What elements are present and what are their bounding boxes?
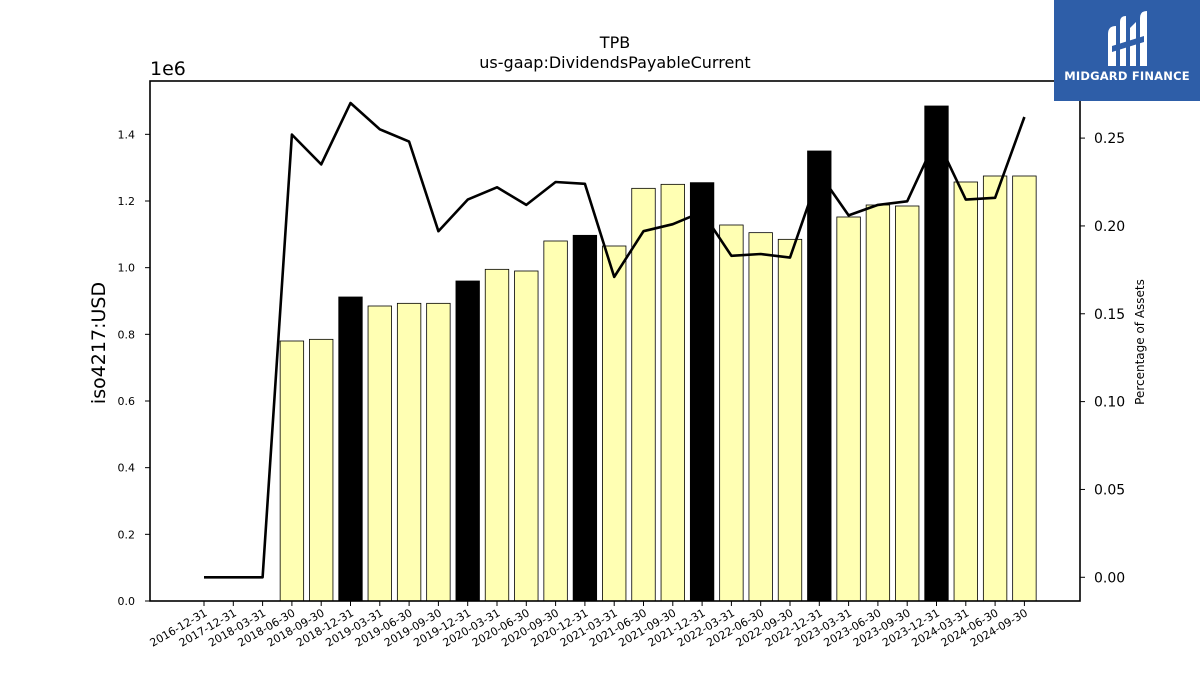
bar-2022-03-31 [719,224,744,602]
bar-2018-12-31 [338,296,363,602]
y2-tick-label: 0.00 [1094,570,1125,586]
bar-2020-12-31 [572,234,598,602]
y-tick-label: 1.2 [118,195,136,208]
y-multiplier: 1e6 [150,58,186,80]
bar-2023-12-31 [924,105,949,602]
bar-2023-06-30 [865,204,891,602]
plot-frame [149,80,1081,602]
bar-2022-06-30 [748,232,773,602]
bar-2021-06-30 [631,187,656,602]
y2-tick-label: 0.15 [1094,307,1125,323]
bar-2024-09-30 [1012,175,1037,602]
y-tick-label: 0.8 [118,328,136,341]
bar-2023-03-31 [836,216,861,602]
bar-2019-03-31 [367,305,392,602]
percentage-of-assets-line [204,101,1026,579]
chart-title: TPB [599,33,630,52]
y-axis-label: iso4217:USD [88,282,110,404]
bar-2020-06-30 [514,270,539,602]
bar-2020-09-30 [543,240,568,602]
y-tick-label: 1.4 [118,128,136,141]
bar-2022-12-31 [807,150,832,602]
y2-tick-label: 0.20 [1094,219,1125,235]
midgard-logo-icon [1108,11,1147,66]
y2-axis-label: Percentage of Assets [1133,279,1147,405]
brand-logo: MIDGARD FINANCE [1054,0,1200,101]
y2-tick-label: 0.25 [1094,131,1125,147]
bar-2018-09-30 [309,338,334,602]
bar-2020-03-31 [484,268,510,602]
bar-2018-06-30 [279,340,305,602]
y-tick-label: 1.0 [118,262,136,275]
bar-2023-09-30 [895,205,920,602]
chart-subtitle: us-gaap:DividendsPayableCurrent [479,53,750,72]
bar-2021-03-31 [602,245,627,602]
y-tick-label: 0.4 [118,462,136,475]
bar-2024-06-30 [982,175,1008,602]
y2-tick-label: 0.10 [1094,395,1125,411]
bar-2021-12-31 [689,182,715,602]
bar-2019-09-30 [426,302,451,602]
bar-2019-06-30 [396,302,422,602]
y2-tick-label: 0.05 [1094,482,1125,498]
bar-2019-12-31 [455,280,480,602]
y-tick-label: 0.0 [118,595,136,608]
y-tick-label: 0.2 [118,528,136,541]
bar-2024-03-31 [953,181,978,602]
y-tick-label: 0.6 [118,395,136,408]
logo-text: MIDGARD FINANCE [1064,69,1190,83]
bar-2022-09-30 [777,238,803,602]
bar-2021-09-30 [660,183,685,602]
